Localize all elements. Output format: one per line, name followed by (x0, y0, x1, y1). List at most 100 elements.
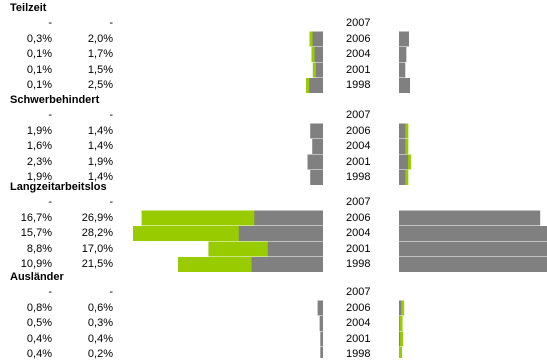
year-label: 2007 (346, 196, 371, 208)
value-b-label: 0,4% (87, 332, 113, 345)
left-green-bar (306, 78, 310, 93)
year-label: 2007 (346, 286, 371, 298)
year-label: 2007 (346, 17, 371, 29)
value-a-label: - (48, 286, 52, 298)
year-label: 2001 (346, 332, 371, 345)
year-label: 2006 (346, 124, 371, 137)
right-grey-bar (399, 226, 547, 241)
year-label: 1998 (346, 171, 371, 183)
value-a-label: 0,1% (26, 48, 52, 60)
value-b-label: - (109, 109, 113, 121)
value-b-label: 0,3% (87, 317, 113, 329)
value-b-label: 26,9% (81, 211, 113, 224)
year-label: 2001 (346, 155, 371, 168)
left-grey-bar (317, 300, 323, 316)
right-grey-bar (399, 154, 409, 170)
value-b-label: 1,9% (87, 155, 113, 168)
left-grey-bar (312, 139, 323, 154)
left-grey-bar (312, 62, 323, 78)
value-a-label: 15,7% (20, 227, 52, 239)
right-green-bar (405, 123, 409, 139)
year-label: 2007 (346, 109, 371, 121)
year-label: 1998 (346, 348, 371, 360)
left-green-bar (208, 241, 268, 257)
value-b-label: 2,0% (87, 32, 113, 45)
value-b-label: 1,4% (87, 171, 113, 183)
right-green-bar (405, 170, 409, 185)
value-b-label: 1,4% (87, 140, 113, 152)
value-b-label: - (109, 196, 113, 208)
left-green-bar (141, 210, 255, 226)
value-a-label: 0,8% (26, 301, 52, 314)
left-grey-bar (306, 78, 323, 93)
value-b-label: 1,7% (87, 48, 113, 60)
right-grey-bar (399, 78, 411, 93)
left-grey-bar (320, 347, 323, 358)
left-grey-bar (319, 316, 323, 331)
value-a-label: 1,9% (26, 171, 52, 183)
value-a-label: 1,6% (26, 140, 52, 152)
value-a-label: 0,4% (26, 332, 52, 345)
group-title: Schwerbehindert (10, 94, 100, 106)
year-label: 2004 (346, 140, 371, 152)
value-b-label: 2,5% (87, 79, 113, 91)
year-label: 1998 (346, 258, 371, 270)
year-label: 2006 (346, 211, 371, 224)
value-b-label: 28,2% (81, 227, 113, 239)
left-green-bar (312, 62, 316, 78)
value-b-label: 21,5% (81, 258, 113, 270)
left-grey-bar (310, 170, 323, 185)
value-a-label: 10,9% (20, 258, 52, 270)
left-grey-bar (320, 331, 323, 347)
left-green-bar (178, 257, 252, 272)
right-grey-bar (399, 62, 406, 78)
right-grey-bar (399, 257, 547, 272)
value-a-label: 0,4% (26, 348, 52, 360)
right-grey-bar (399, 300, 403, 316)
year-label: 2004 (346, 227, 371, 239)
right-grey-bar (399, 47, 407, 62)
value-a-label: - (48, 196, 52, 208)
right-grey-bar (399, 170, 407, 185)
right-grey-bar (399, 31, 409, 47)
right-green-bar (399, 316, 403, 331)
right-green-bar (405, 139, 409, 154)
value-b-label: 17,0% (81, 242, 113, 255)
right-grey-bar (399, 123, 407, 139)
value-a-label: 2,3% (26, 155, 52, 168)
left-green-bar (311, 47, 315, 62)
left-grey-bar (310, 123, 323, 139)
right-green-bar (400, 331, 404, 347)
right-grey-bar (399, 210, 541, 226)
value-a-label: - (48, 109, 52, 121)
left-grey-bar (307, 154, 323, 170)
year-label: 2001 (346, 63, 371, 76)
value-a-label: 0,1% (26, 63, 52, 76)
right-green-bar (399, 347, 403, 358)
right-grey-bar (399, 241, 547, 257)
value-a-label: 8,8% (26, 242, 52, 255)
value-b-label: - (109, 17, 113, 29)
value-a-label: - (48, 17, 52, 29)
value-b-label: 1,4% (87, 124, 113, 137)
group-title: Teilzeit (10, 2, 47, 14)
left-grey-bar (309, 31, 323, 47)
left-green-bar (133, 226, 239, 241)
right-green-bar (401, 300, 405, 316)
year-label: 2006 (346, 301, 371, 314)
right-grey-bar (399, 139, 407, 154)
year-label: 2006 (346, 32, 371, 45)
left-green-bar (309, 31, 313, 47)
value-a-label: 0,5% (26, 317, 52, 329)
value-a-label: 0,3% (26, 32, 52, 45)
value-a-label: 0,1% (26, 79, 52, 91)
value-b-label: 0,6% (87, 301, 113, 314)
year-label: 1998 (346, 79, 371, 91)
group-title: Ausländer (10, 271, 64, 283)
value-b-label: 0,2% (87, 348, 113, 360)
year-label: 2004 (346, 317, 371, 329)
left-grey-bar (311, 47, 323, 62)
group-title: Langzeitarbeitslos (10, 181, 107, 193)
value-b-label: - (109, 286, 113, 298)
